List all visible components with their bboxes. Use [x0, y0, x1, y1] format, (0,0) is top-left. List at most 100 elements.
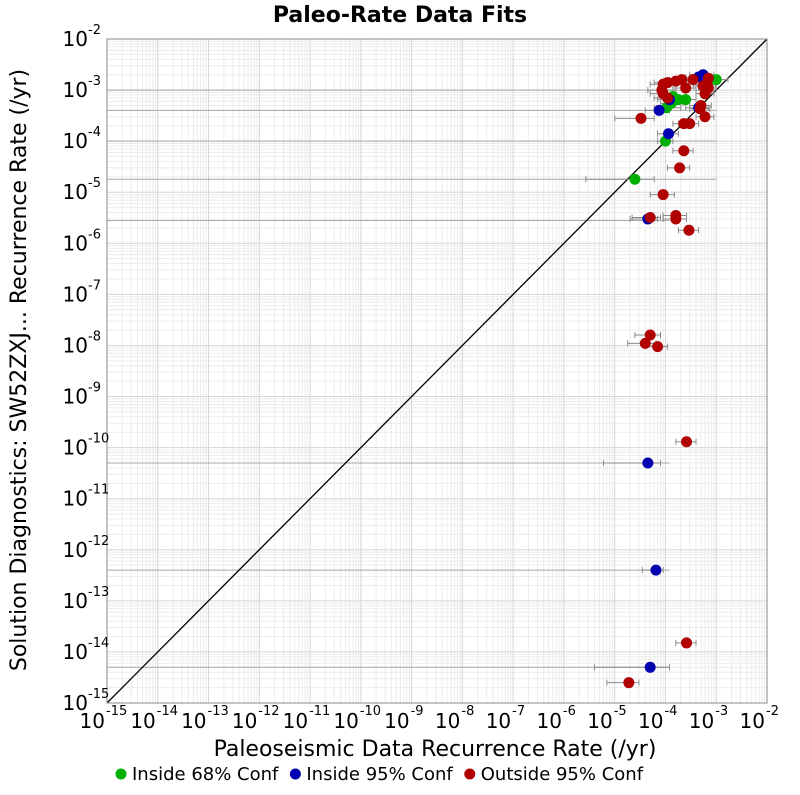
x-tick-exponent: -10	[360, 704, 381, 719]
y-tick-label: 10 -7	[63, 278, 101, 306]
y-tick-exponent: -6	[88, 227, 101, 242]
x-tick-exponent: -12	[258, 704, 279, 719]
data-point	[699, 88, 711, 100]
x-tick-base: 10	[587, 709, 612, 733]
x-tick-base: 10	[486, 709, 511, 733]
x-tick-exponent: -8	[461, 704, 474, 719]
y-tick-label: 10 -14	[63, 636, 110, 664]
x-tick-label: 10 -9	[384, 704, 423, 733]
x-tick-label: 10 -10	[333, 704, 381, 733]
data-point	[681, 436, 693, 448]
y-tick-label: 10 -9	[63, 381, 101, 409]
y-tick-base: 10	[63, 640, 88, 664]
data-point	[657, 189, 669, 201]
y-tick-base: 10	[63, 487, 88, 511]
data-point	[644, 212, 656, 224]
y-tick-exponent: -11	[88, 483, 109, 498]
x-tick-exponent: -11	[309, 704, 330, 719]
y-tick-exponent: -7	[88, 278, 101, 293]
data-point	[635, 112, 647, 124]
y-tick-base: 10	[63, 129, 88, 153]
data-point	[663, 128, 675, 140]
legend-marker	[289, 768, 301, 780]
x-tick-label: 10 -7	[486, 704, 525, 733]
x-tick-label: 10 -15	[80, 704, 128, 733]
data-point	[639, 337, 651, 349]
data-point	[653, 104, 665, 116]
data-point	[644, 329, 656, 341]
y-tick-exponent: -13	[88, 585, 109, 600]
data-point	[670, 213, 682, 225]
y-tick-exponent: -8	[88, 329, 101, 344]
one-to-one-line	[106, 38, 768, 704]
y-tick-base: 10	[63, 385, 88, 409]
data-point	[650, 564, 662, 576]
y-tick-label: 10 -4	[63, 125, 101, 153]
y-tick-exponent: -14	[88, 636, 109, 651]
y-tick-exponent: -5	[88, 176, 101, 191]
data-point	[674, 162, 686, 174]
legend-item: Inside 95% Conf	[289, 764, 453, 785]
x-axis-label: Paleoseismic Data Recurrence Rate (/yr)	[214, 737, 657, 762]
y-tick-base: 10	[63, 436, 88, 460]
legend-label: Inside 68% Conf	[132, 764, 279, 785]
x-tick-label: 10 -3	[689, 704, 728, 733]
data-point	[678, 145, 690, 157]
x-tick-label: 10 -6	[536, 704, 575, 733]
y-tick-exponent: -12	[88, 534, 109, 549]
y-tick-label: 10 -12	[63, 534, 110, 562]
x-tick-base: 10	[283, 709, 308, 733]
legend-label: Inside 95% Conf	[306, 764, 453, 785]
x-tick-base: 10	[536, 709, 561, 733]
x-tick-label: 10 -8	[435, 704, 474, 733]
x-tick-base: 10	[181, 709, 206, 733]
legend-label: Outside 95% Conf	[481, 764, 644, 785]
legend-item: Outside 95% Conf	[464, 764, 644, 785]
x-tick-base: 10	[232, 709, 257, 733]
data-point	[681, 637, 693, 649]
x-tick-base: 10	[689, 709, 714, 733]
y-tick-label: 10 -6	[63, 227, 101, 255]
data-point	[644, 661, 656, 673]
y-tick-label: 10 -5	[63, 176, 101, 204]
x-tick-exponent: -15	[106, 704, 127, 719]
y-tick-base: 10	[63, 589, 88, 613]
y-tick-label: 10 -3	[63, 74, 101, 102]
legend-marker	[464, 768, 476, 780]
x-tick-base: 10	[435, 709, 460, 733]
y-tick-exponent: -3	[88, 74, 101, 89]
x-tick-exponent: -3	[715, 704, 728, 719]
y-axis-label: Solution Diagnostics: SW52ZXJ... Recurre…	[7, 69, 32, 671]
x-tick-label: 10 -11	[283, 704, 331, 733]
chart-title: Paleo-Rate Data Fits	[273, 3, 527, 28]
data-point	[684, 118, 696, 130]
legend-marker	[115, 768, 127, 780]
y-tick-exponent: -15	[88, 687, 109, 702]
data-point	[623, 677, 635, 689]
y-tick-label: 10 -13	[63, 585, 110, 613]
y-tick-label: 10 -10	[63, 432, 110, 460]
data-points	[623, 69, 722, 689]
x-tick-exponent: -6	[563, 704, 576, 719]
x-tick-label: 10 -2	[740, 704, 779, 733]
x-tick-base: 10	[638, 709, 663, 733]
y-tick-exponent: -10	[88, 432, 109, 447]
legend: Inside 68% Conf Inside 95% Conf Outside 95…	[115, 764, 644, 785]
horizontal-reference-lines	[107, 89, 717, 668]
data-point	[652, 341, 664, 353]
x-tick-exponent: -7	[512, 704, 525, 719]
x-tick-exponent: -4	[664, 704, 677, 719]
x-tick-base: 10	[384, 709, 409, 733]
legend-item: Inside 68% Conf	[115, 764, 279, 785]
data-point	[680, 94, 692, 106]
y-tick-base: 10	[63, 27, 88, 51]
y-tick-label: 10 -11	[63, 483, 110, 511]
y-tick-base: 10	[63, 282, 88, 306]
data-point	[642, 457, 654, 469]
y-tick-exponent: -4	[88, 125, 101, 140]
x-tick-label: 10 -12	[232, 704, 280, 733]
data-point	[662, 92, 674, 104]
x-axis-ticks: 10 -15 10 -14 10 -13 10 -12 10 -11 10 -10 10 -9 10 -8 10…	[80, 704, 779, 733]
x-tick-base: 10	[80, 709, 105, 733]
